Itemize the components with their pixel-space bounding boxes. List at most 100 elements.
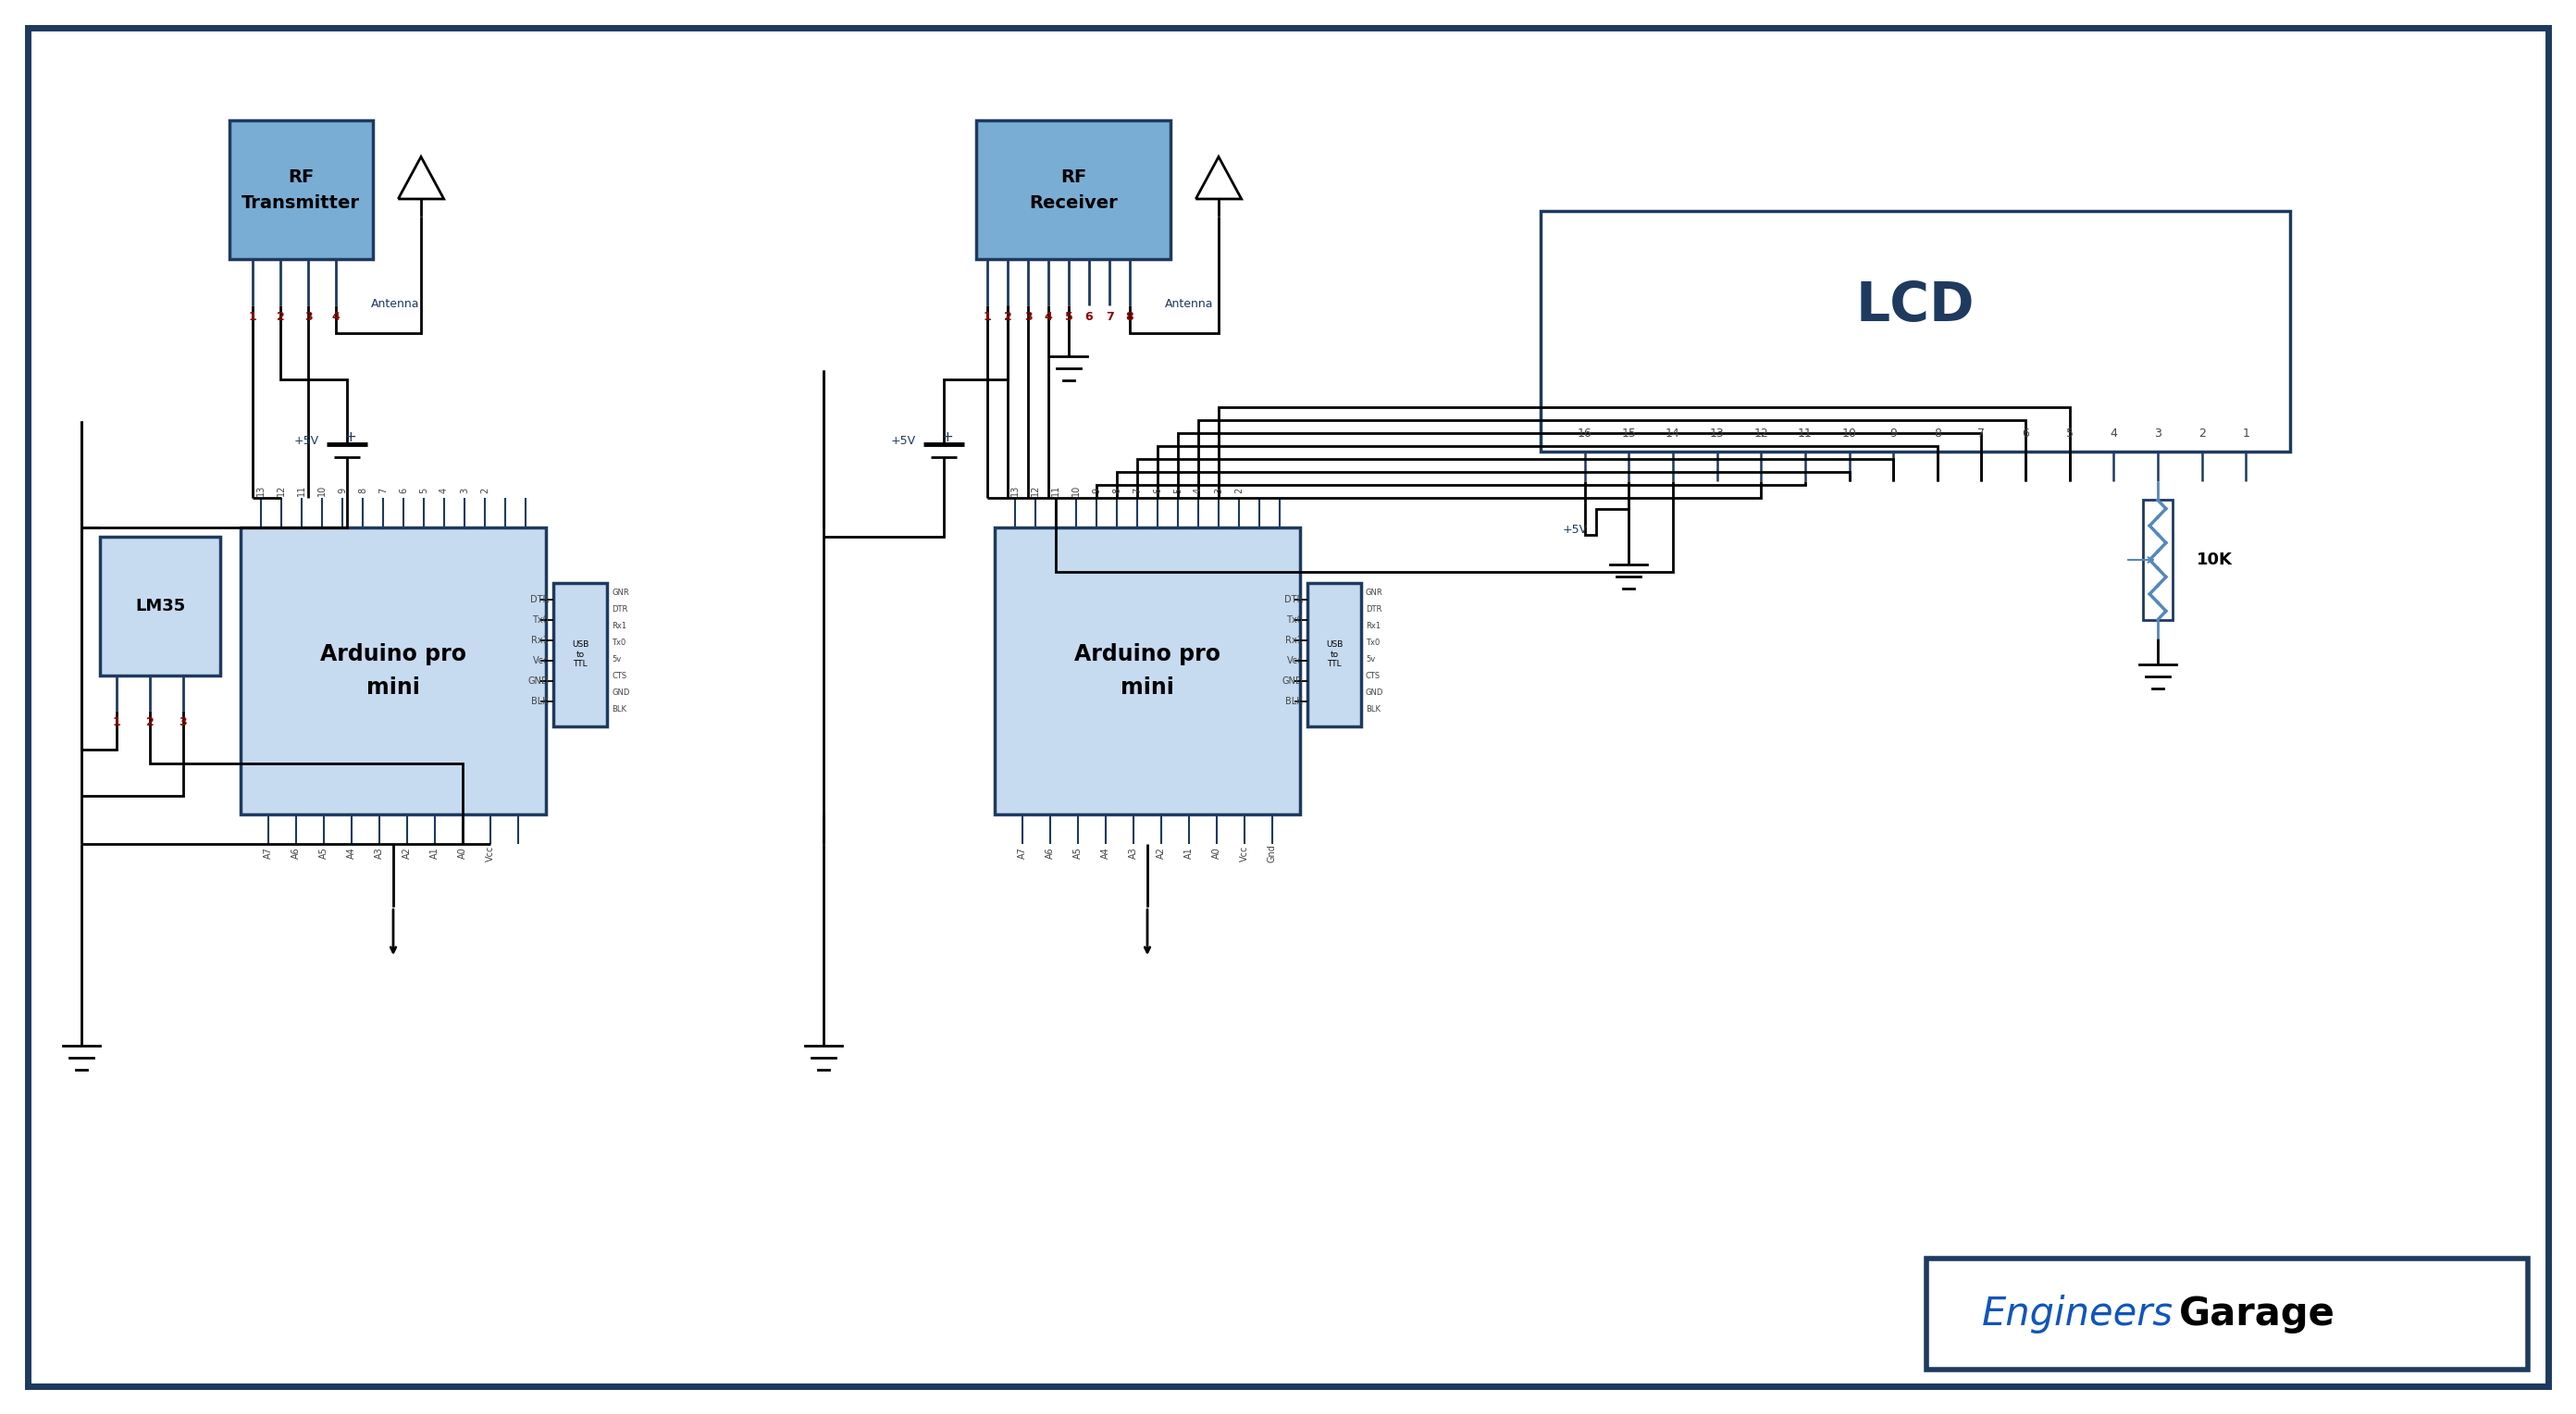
Text: BLK: BLK bbox=[1365, 704, 1381, 713]
Text: LCD: LCD bbox=[1855, 279, 1976, 332]
Text: +: + bbox=[943, 430, 953, 444]
Text: Vcc: Vcc bbox=[487, 846, 495, 861]
Text: 1: 1 bbox=[247, 311, 258, 322]
Text: 11: 11 bbox=[296, 485, 307, 496]
Text: GND: GND bbox=[528, 676, 549, 686]
Text: 15: 15 bbox=[1620, 427, 1636, 440]
Text: 7: 7 bbox=[1978, 427, 1986, 440]
Text: +5V: +5V bbox=[294, 434, 319, 447]
Text: A3: A3 bbox=[374, 847, 384, 860]
Text: Engineers: Engineers bbox=[1981, 1295, 2174, 1333]
Text: mini: mini bbox=[366, 676, 420, 699]
Text: Arduino pro: Arduino pro bbox=[319, 643, 466, 666]
FancyBboxPatch shape bbox=[229, 120, 374, 259]
Text: 12: 12 bbox=[276, 485, 286, 496]
Text: GND: GND bbox=[611, 689, 629, 696]
Text: 3: 3 bbox=[461, 488, 469, 493]
Text: DTR: DTR bbox=[611, 605, 629, 614]
FancyBboxPatch shape bbox=[100, 537, 219, 676]
Text: 3: 3 bbox=[1025, 311, 1033, 322]
Text: BLK: BLK bbox=[611, 704, 626, 713]
Text: GND: GND bbox=[1283, 676, 1303, 686]
Text: RF: RF bbox=[289, 168, 314, 185]
Text: CTS: CTS bbox=[1365, 672, 1381, 680]
Text: 10: 10 bbox=[1842, 427, 1857, 440]
Text: Vcc: Vcc bbox=[1239, 846, 1249, 861]
Text: 1: 1 bbox=[113, 715, 121, 728]
FancyBboxPatch shape bbox=[1309, 583, 1360, 727]
Text: Transmitter: Transmitter bbox=[242, 194, 361, 212]
Text: 5: 5 bbox=[420, 488, 428, 493]
Text: GND: GND bbox=[1365, 689, 1383, 696]
Text: Vcc: Vcc bbox=[1288, 656, 1303, 666]
Text: 9: 9 bbox=[337, 488, 348, 493]
Text: +5V: +5V bbox=[1564, 523, 1587, 536]
FancyBboxPatch shape bbox=[1540, 211, 2290, 451]
Text: A0: A0 bbox=[1213, 847, 1221, 860]
Text: 4: 4 bbox=[440, 488, 448, 493]
Text: 16: 16 bbox=[1577, 427, 1592, 440]
Text: DTR: DTR bbox=[1365, 605, 1381, 614]
Text: A2: A2 bbox=[1157, 847, 1167, 860]
Text: 3: 3 bbox=[180, 715, 188, 728]
Text: 7: 7 bbox=[379, 488, 389, 493]
Text: 10: 10 bbox=[1072, 485, 1082, 496]
Text: GNR: GNR bbox=[1365, 588, 1383, 597]
Text: 5v: 5v bbox=[611, 655, 621, 663]
Text: 8: 8 bbox=[1935, 427, 1942, 440]
Text: Rx1: Rx1 bbox=[531, 636, 549, 645]
Text: +: + bbox=[345, 430, 355, 444]
FancyBboxPatch shape bbox=[1927, 1258, 2527, 1370]
Text: Receiver: Receiver bbox=[1028, 194, 1118, 212]
Text: Rx1: Rx1 bbox=[1365, 621, 1381, 629]
Text: Gnd: Gnd bbox=[1267, 844, 1278, 863]
Text: 6: 6 bbox=[399, 488, 407, 493]
Text: 8: 8 bbox=[1113, 488, 1121, 493]
Text: 4: 4 bbox=[2110, 427, 2117, 440]
Text: A2: A2 bbox=[402, 847, 412, 860]
Text: 10K: 10K bbox=[2197, 551, 2233, 568]
Text: A1: A1 bbox=[430, 847, 440, 860]
Text: A4: A4 bbox=[348, 847, 355, 860]
Text: 1: 1 bbox=[2241, 427, 2249, 440]
FancyBboxPatch shape bbox=[554, 583, 608, 727]
Text: 2: 2 bbox=[479, 488, 489, 493]
Text: 6: 6 bbox=[1084, 311, 1092, 322]
Text: Vcc: Vcc bbox=[533, 656, 549, 666]
Text: 2: 2 bbox=[1234, 488, 1244, 493]
Text: Tx0: Tx0 bbox=[1285, 615, 1303, 625]
Text: 9: 9 bbox=[1092, 488, 1100, 493]
Text: 11: 11 bbox=[1798, 427, 1814, 440]
Text: 6: 6 bbox=[1154, 488, 1162, 493]
Text: 4: 4 bbox=[1193, 488, 1203, 493]
FancyBboxPatch shape bbox=[994, 527, 1301, 814]
Text: 9: 9 bbox=[1891, 427, 1896, 440]
Text: A5: A5 bbox=[1074, 847, 1082, 860]
FancyBboxPatch shape bbox=[28, 28, 2548, 1386]
Text: 3: 3 bbox=[2154, 427, 2161, 440]
FancyBboxPatch shape bbox=[2143, 501, 2172, 619]
Text: A7: A7 bbox=[263, 847, 273, 860]
Text: Garage: Garage bbox=[2179, 1295, 2336, 1333]
Text: Rx1: Rx1 bbox=[611, 621, 626, 629]
Text: 11: 11 bbox=[1051, 485, 1061, 496]
Text: 5: 5 bbox=[1172, 488, 1182, 493]
Text: 13: 13 bbox=[255, 485, 265, 496]
Text: 3: 3 bbox=[304, 311, 312, 322]
Text: Tx0: Tx0 bbox=[1365, 638, 1381, 646]
Text: A6: A6 bbox=[1046, 847, 1054, 860]
Text: +5V: +5V bbox=[891, 434, 917, 447]
FancyBboxPatch shape bbox=[240, 527, 546, 814]
Text: A0: A0 bbox=[459, 847, 466, 860]
Text: 13: 13 bbox=[1010, 485, 1020, 496]
Text: 7: 7 bbox=[1105, 311, 1113, 322]
Text: 8: 8 bbox=[358, 488, 368, 493]
Text: 1: 1 bbox=[984, 311, 992, 322]
Text: Antenna: Antenna bbox=[371, 297, 420, 310]
Text: BLK: BLK bbox=[1285, 697, 1303, 706]
Text: 4: 4 bbox=[1043, 311, 1054, 322]
Text: 14: 14 bbox=[1667, 427, 1680, 440]
Text: DTR: DTR bbox=[1283, 595, 1303, 604]
Text: 6: 6 bbox=[2022, 427, 2030, 440]
Text: A4: A4 bbox=[1100, 847, 1110, 860]
